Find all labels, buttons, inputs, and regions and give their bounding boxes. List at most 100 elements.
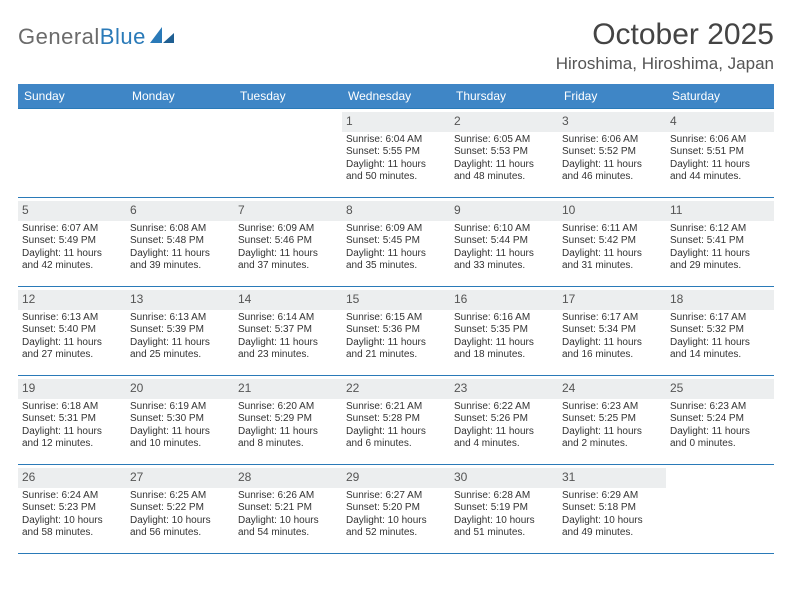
day-info-line: and 46 minutes.: [562, 171, 662, 184]
day-info-line: Daylight: 11 hours: [562, 159, 662, 172]
day-info-line: Daylight: 11 hours: [562, 337, 662, 350]
day-info-line: Sunset: 5:55 PM: [346, 146, 446, 159]
day-info-line: and 49 minutes.: [562, 527, 662, 540]
day-number: 14: [238, 292, 251, 306]
day-cell: 14Sunrise: 6:14 AMSunset: 5:37 PMDayligh…: [234, 287, 342, 375]
day-info-line: and 12 minutes.: [22, 438, 122, 451]
day-info-line: and 56 minutes.: [130, 527, 230, 540]
month-title: October 2025: [556, 18, 774, 52]
weekday-header: Wednesday: [342, 84, 450, 108]
day-cell: 8Sunrise: 6:09 AMSunset: 5:45 PMDaylight…: [342, 198, 450, 286]
day-cell: 19Sunrise: 6:18 AMSunset: 5:31 PMDayligh…: [18, 376, 126, 464]
week-row: 12Sunrise: 6:13 AMSunset: 5:40 PMDayligh…: [18, 287, 774, 376]
day-info-line: Sunrise: 6:13 AM: [130, 312, 230, 325]
day-info-line: Sunrise: 6:27 AM: [346, 490, 446, 503]
day-info-line: Sunrise: 6:23 AM: [670, 401, 770, 414]
day-info-line: and 35 minutes.: [346, 260, 446, 273]
day-info-line: Sunset: 5:18 PM: [562, 502, 662, 515]
day-info-line: Sunset: 5:41 PM: [670, 235, 770, 248]
logo-blue: Blue: [100, 24, 146, 49]
day-number-row: 3: [558, 112, 666, 132]
day-info-line: and 23 minutes.: [238, 349, 338, 362]
day-number: 15: [346, 292, 359, 306]
day-info-line: and 37 minutes.: [238, 260, 338, 273]
weekday-header: Saturday: [666, 84, 774, 108]
day-cell: 27Sunrise: 6:25 AMSunset: 5:22 PMDayligh…: [126, 465, 234, 553]
day-info-line: Sunrise: 6:21 AM: [346, 401, 446, 414]
day-info-line: and 4 minutes.: [454, 438, 554, 451]
day-cell: 1Sunrise: 6:04 AMSunset: 5:55 PMDaylight…: [342, 109, 450, 197]
day-cell: 18Sunrise: 6:17 AMSunset: 5:32 PMDayligh…: [666, 287, 774, 375]
calendar: SundayMondayTuesdayWednesdayThursdayFrid…: [18, 84, 774, 554]
day-info-line: Sunset: 5:30 PM: [130, 413, 230, 426]
week-row: 26Sunrise: 6:24 AMSunset: 5:23 PMDayligh…: [18, 465, 774, 554]
weekday-header-row: SundayMondayTuesdayWednesdayThursdayFrid…: [18, 84, 774, 108]
day-number: 23: [454, 381, 467, 395]
day-number: 28: [238, 470, 251, 484]
day-number: 9: [454, 203, 461, 217]
day-number-row: 19: [18, 379, 126, 399]
day-info-line: Sunset: 5:21 PM: [238, 502, 338, 515]
day-number: 2: [454, 114, 461, 128]
day-info-line: Sunset: 5:22 PM: [130, 502, 230, 515]
day-number: 16: [454, 292, 467, 306]
day-number-row: 29: [342, 468, 450, 488]
day-number: 4: [670, 114, 677, 128]
day-info-line: Sunset: 5:29 PM: [238, 413, 338, 426]
day-info-line: Sunrise: 6:28 AM: [454, 490, 554, 503]
day-info-line: Daylight: 11 hours: [454, 248, 554, 261]
day-number-row: 13: [126, 290, 234, 310]
day-info-line: Sunrise: 6:05 AM: [454, 134, 554, 147]
day-info-line: Sunrise: 6:06 AM: [670, 134, 770, 147]
day-number: 1: [346, 114, 353, 128]
day-info-line: Daylight: 11 hours: [454, 159, 554, 172]
day-cell: 7Sunrise: 6:09 AMSunset: 5:46 PMDaylight…: [234, 198, 342, 286]
day-cell: 4Sunrise: 6:06 AMSunset: 5:51 PMDaylight…: [666, 109, 774, 197]
day-number-row: 6: [126, 201, 234, 221]
day-info-line: and 0 minutes.: [670, 438, 770, 451]
weekday-header: Friday: [558, 84, 666, 108]
day-info-line: Sunset: 5:31 PM: [22, 413, 122, 426]
day-info-line: Daylight: 11 hours: [670, 426, 770, 439]
day-cell: 31Sunrise: 6:29 AMSunset: 5:18 PMDayligh…: [558, 465, 666, 553]
day-info-line: Daylight: 10 hours: [238, 515, 338, 528]
day-info-line: Daylight: 11 hours: [562, 248, 662, 261]
day-info-line: Sunrise: 6:24 AM: [22, 490, 122, 503]
day-cell: 25Sunrise: 6:23 AMSunset: 5:24 PMDayligh…: [666, 376, 774, 464]
day-info-line: and 58 minutes.: [22, 527, 122, 540]
day-number-row: 4: [666, 112, 774, 132]
day-info-line: Daylight: 11 hours: [670, 159, 770, 172]
day-number: 19: [22, 381, 35, 395]
day-number-row: 16: [450, 290, 558, 310]
day-info-line: and 39 minutes.: [130, 260, 230, 273]
day-cell: 28Sunrise: 6:26 AMSunset: 5:21 PMDayligh…: [234, 465, 342, 553]
day-info-line: and 10 minutes.: [130, 438, 230, 451]
day-cell: 16Sunrise: 6:16 AMSunset: 5:35 PMDayligh…: [450, 287, 558, 375]
day-info-line: Daylight: 11 hours: [454, 337, 554, 350]
day-cell: 15Sunrise: 6:15 AMSunset: 5:36 PMDayligh…: [342, 287, 450, 375]
day-info-line: Daylight: 11 hours: [238, 248, 338, 261]
day-number-row: 18: [666, 290, 774, 310]
day-info-line: Sunset: 5:44 PM: [454, 235, 554, 248]
day-info-line: and 50 minutes.: [346, 171, 446, 184]
week-row: 19Sunrise: 6:18 AMSunset: 5:31 PMDayligh…: [18, 376, 774, 465]
day-number-row: 11: [666, 201, 774, 221]
day-number-row: 26: [18, 468, 126, 488]
day-info-line: Sunset: 5:36 PM: [346, 324, 446, 337]
day-info-line: and 29 minutes.: [670, 260, 770, 273]
day-info-line: Sunrise: 6:15 AM: [346, 312, 446, 325]
day-number: 6: [130, 203, 137, 217]
day-number: 18: [670, 292, 683, 306]
day-info-line: Sunset: 5:52 PM: [562, 146, 662, 159]
day-info-line: Sunrise: 6:08 AM: [130, 223, 230, 236]
day-number: 8: [346, 203, 353, 217]
day-info-line: Sunrise: 6:19 AM: [130, 401, 230, 414]
day-cell: 6Sunrise: 6:08 AMSunset: 5:48 PMDaylight…: [126, 198, 234, 286]
day-info-line: Sunset: 5:45 PM: [346, 235, 446, 248]
day-number-row: 28: [234, 468, 342, 488]
day-info-line: and 42 minutes.: [22, 260, 122, 273]
weekday-header: Sunday: [18, 84, 126, 108]
day-number-row: 25: [666, 379, 774, 399]
day-info-line: Daylight: 10 hours: [454, 515, 554, 528]
day-info-line: Sunset: 5:37 PM: [238, 324, 338, 337]
